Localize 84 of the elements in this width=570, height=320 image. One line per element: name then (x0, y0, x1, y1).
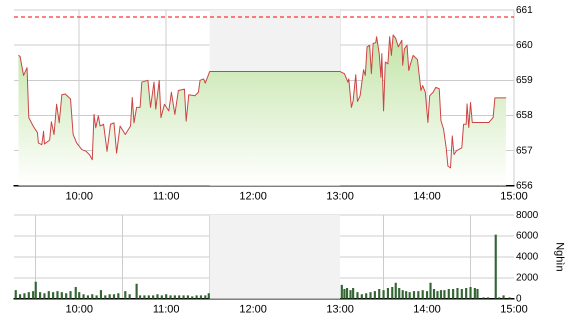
bar (394, 282, 397, 299)
x-tick-label: 14:00 (413, 303, 441, 316)
bar (124, 291, 126, 299)
bar (52, 292, 54, 299)
bar (356, 292, 359, 299)
bar (100, 290, 102, 299)
bar (474, 288, 476, 299)
x-tick-label: 11:00 (152, 303, 180, 316)
y-tick-label: 661 (516, 4, 534, 16)
bar (60, 292, 63, 299)
bar (417, 291, 420, 299)
x-tick-label: 11:00 (152, 190, 180, 202)
bar (349, 290, 352, 299)
y-tick-label: 656 (516, 180, 534, 192)
bar (352, 288, 354, 299)
bar (204, 295, 206, 299)
bar (39, 292, 42, 299)
bar (429, 282, 432, 299)
bar (160, 295, 163, 299)
x-tick-label: 15:00 (500, 303, 528, 316)
bar (402, 290, 404, 299)
bar (136, 284, 138, 299)
bar (43, 293, 46, 299)
bar (165, 294, 168, 299)
y-tick-label: 657 (516, 145, 534, 156)
bar (476, 289, 479, 299)
bar (343, 289, 346, 299)
bar (56, 291, 59, 299)
x-tick-label: 15:00 (500, 190, 528, 202)
bar (346, 288, 348, 299)
bar (465, 288, 468, 299)
x-tick-label: 12:00 (239, 303, 267, 316)
y-tick-label: 4000 (516, 252, 539, 263)
bar (48, 291, 50, 299)
bar (104, 295, 106, 299)
bar (369, 292, 372, 299)
bar (382, 290, 385, 299)
y-tick-label: 2000 (516, 272, 539, 284)
bar (452, 289, 454, 299)
bar (405, 291, 408, 299)
bar (208, 293, 210, 299)
y-tick-label: 8000 (516, 210, 539, 221)
bar (443, 290, 446, 299)
bar (23, 293, 26, 299)
bar (378, 289, 380, 299)
bar (28, 292, 30, 299)
bar (469, 286, 472, 299)
x-tick-label: 13:00 (326, 190, 354, 202)
x-tick-label: 10:00 (65, 303, 93, 316)
y-tick-label: 660 (516, 40, 534, 51)
bar (65, 293, 68, 299)
bar (412, 291, 416, 299)
x-tick-label: 14:00 (413, 190, 441, 202)
bar (74, 286, 77, 299)
bar (494, 234, 497, 299)
x-tick-label: 10:00 (65, 190, 93, 202)
x-tick-label: 13:00 (326, 303, 354, 316)
x-tick-label: 12:00 (239, 190, 267, 202)
bar (440, 290, 442, 299)
bar (408, 292, 411, 299)
y-tick-label: 658 (516, 110, 534, 122)
y-tick-label: 659 (516, 75, 534, 86)
bar (14, 290, 17, 299)
y-tick-label: 6000 (516, 230, 539, 242)
bar (117, 293, 120, 299)
bar (91, 294, 94, 299)
bar (448, 289, 450, 299)
bar (391, 286, 394, 299)
bar (340, 284, 343, 299)
bar (374, 291, 376, 299)
bar (365, 293, 368, 299)
bar (436, 291, 439, 299)
bar (386, 288, 389, 299)
bar (34, 282, 37, 299)
bar (69, 291, 72, 299)
y-tick-label: 0 (516, 294, 522, 305)
bar (460, 289, 463, 299)
bar (148, 295, 150, 299)
bar (456, 288, 459, 299)
bar (178, 295, 180, 299)
bar (191, 296, 194, 299)
y-axis-title: Nghìn (553, 242, 566, 272)
bar (360, 294, 363, 299)
bar (422, 290, 424, 299)
